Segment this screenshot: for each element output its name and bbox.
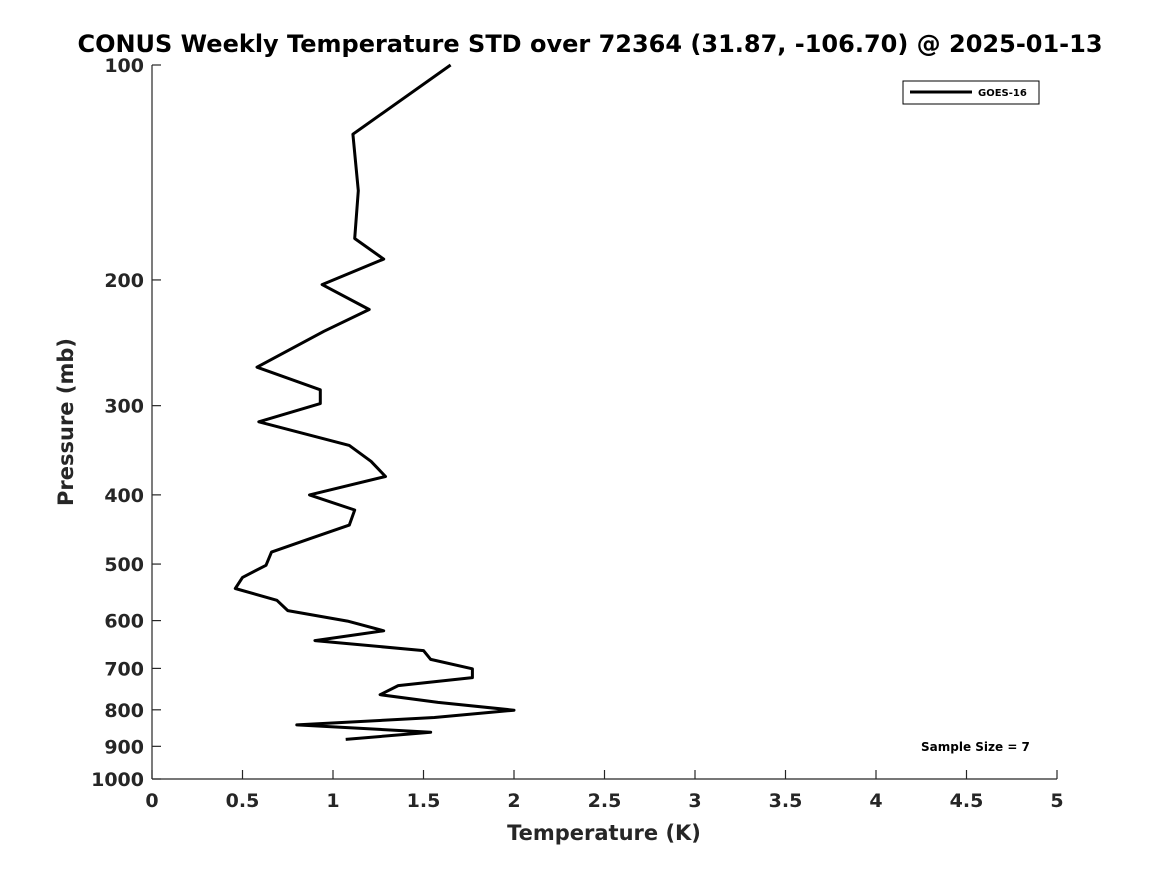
series-line-goes-16 — [233, 63, 516, 741]
chart-title: CONUS Weekly Temperature STD over 72364 … — [77, 30, 1102, 58]
x-tick-label: 1 — [326, 790, 339, 812]
x-tick-label: 3.5 — [769, 790, 803, 812]
x-tick-label: 3 — [688, 790, 701, 812]
sample-size-annotation: Sample Size = 7 — [921, 740, 1030, 754]
x-tick-label: 0.5 — [226, 790, 260, 812]
y-tick-label: 200 — [104, 270, 144, 292]
x-axis-ticks: 0 0.5 1 1.5 2 2.5 3 3.5 4 4.5 5 — [145, 770, 1064, 812]
x-tick-label: 0 — [145, 790, 158, 812]
y-axis-ticks: 100 200 300 400 500 600 700 800 900 1000 — [91, 55, 161, 791]
y-tick-label: 700 — [104, 658, 144, 680]
legend: GOES-16 — [902, 80, 1040, 105]
x-axis-label: Temperature (K) — [507, 821, 701, 845]
y-tick-label: 800 — [104, 700, 144, 722]
y-tick-label: 100 — [104, 55, 144, 77]
y-tick-label: 300 — [104, 396, 144, 418]
x-tick-label: 4 — [869, 790, 882, 812]
x-tick-label: 2.5 — [588, 790, 622, 812]
y-tick-label: 1000 — [91, 769, 144, 791]
y-tick-label: 500 — [104, 554, 144, 576]
y-tick-label: 900 — [104, 736, 144, 758]
x-tick-label: 1.5 — [407, 790, 441, 812]
legend-label-goes-16: GOES-16 — [978, 88, 1027, 99]
x-tick-label: 5 — [1050, 790, 1063, 812]
y-axis-label: Pressure (mb) — [54, 338, 78, 506]
x-tick-label: 2 — [507, 790, 520, 812]
y-tick-label: 400 — [104, 485, 144, 507]
x-tick-label: 4.5 — [950, 790, 984, 812]
y-tick-label: 600 — [104, 611, 144, 633]
